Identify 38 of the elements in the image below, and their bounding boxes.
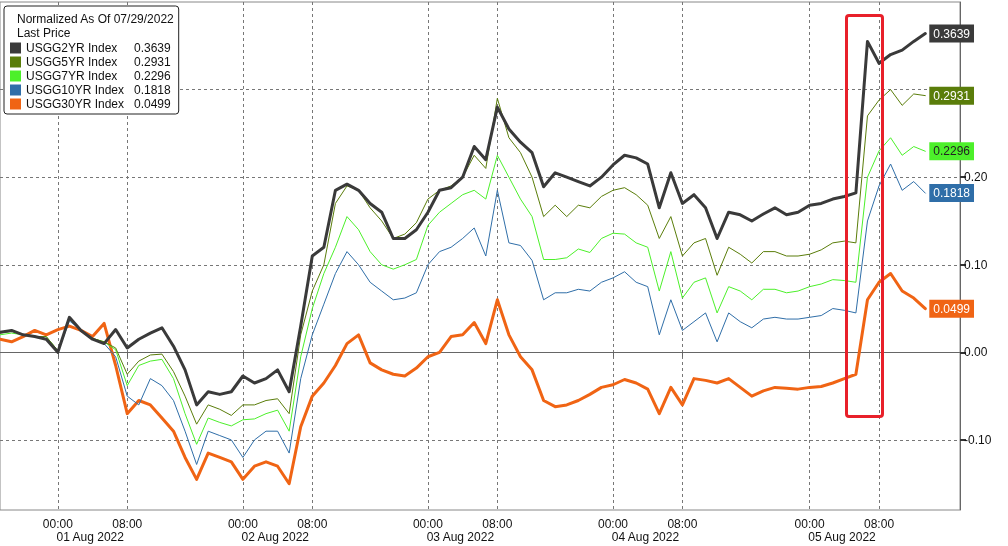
text: 05 Aug 2022 bbox=[808, 530, 877, 544]
text: 01 Aug 2022 bbox=[56, 530, 125, 544]
x-tick-label: 00:00 bbox=[42, 517, 74, 531]
x-tick-label: 08:00 bbox=[112, 517, 143, 531]
text: 0.0499 bbox=[134, 97, 171, 111]
x-tick-label: 08:00 bbox=[667, 517, 698, 531]
line-series bbox=[0, 137, 926, 445]
x-tick-label: 00:00 bbox=[412, 517, 444, 531]
x-tick-label: 08:00 bbox=[864, 517, 895, 531]
y-tick-label: 0.00 bbox=[964, 345, 988, 360]
legend-label: USGG30YR Index bbox=[26, 97, 125, 111]
text: 03 Aug 2022 bbox=[426, 530, 495, 544]
line-series bbox=[0, 272, 927, 486]
text: 0.2296 bbox=[134, 69, 171, 83]
text: 02 Aug 2022 bbox=[241, 530, 310, 544]
data-label: 0.2296 bbox=[933, 144, 971, 159]
x-tick-label: 08:00 bbox=[482, 517, 513, 531]
y-tick-label: 0.20 bbox=[964, 170, 988, 185]
legend-label: USGG2YR Index bbox=[26, 41, 118, 55]
text: 0.2931 bbox=[134, 55, 171, 69]
legend-label: USGG10YR Index bbox=[26, 83, 125, 97]
text: 04 Aug 2022 bbox=[611, 530, 680, 544]
data-label: 0.1818 bbox=[933, 186, 971, 201]
text: 0.1818 bbox=[134, 83, 171, 97]
legend-title: Normalized As Of 07/29/2022 bbox=[17, 12, 175, 26]
data-label: 0.2931 bbox=[933, 88, 971, 103]
x-tick-label: 00:00 bbox=[227, 517, 259, 531]
data-label: 0.0499 bbox=[933, 301, 971, 316]
y-tick-label: -0.10 bbox=[964, 432, 992, 447]
x-tick-label: 00:00 bbox=[794, 517, 825, 531]
text: Last Price bbox=[17, 26, 71, 40]
data-label: 0.3639 bbox=[933, 26, 971, 41]
text: 0.3639 bbox=[134, 41, 171, 55]
x-tick-label: 00:00 bbox=[598, 517, 629, 531]
y-tick-label: 0.10 bbox=[964, 257, 988, 272]
legend-label: USGG5YR Index bbox=[26, 55, 118, 69]
x-tick-label: 08:00 bbox=[297, 517, 328, 531]
legend-label: USGG7YR Index bbox=[26, 69, 118, 83]
